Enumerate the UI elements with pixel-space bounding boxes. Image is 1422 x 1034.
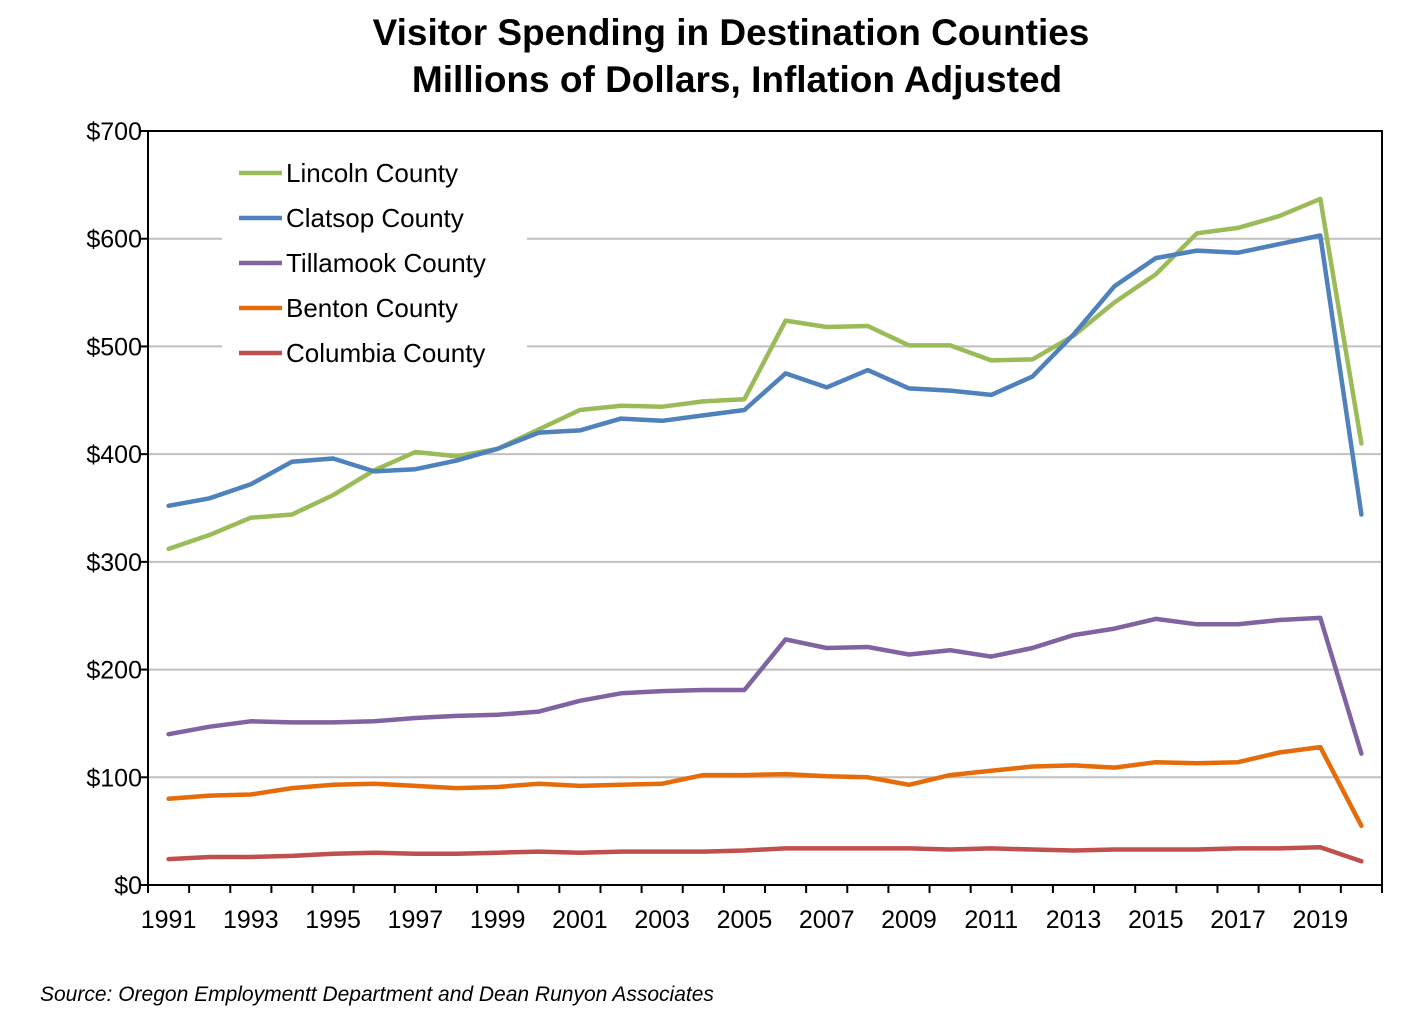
legend-label: Columbia County xyxy=(286,338,485,368)
y-tick-label: $0 xyxy=(114,872,142,900)
y-tick-label: $300 xyxy=(86,549,142,577)
series-line-lincoln-county xyxy=(166,196,1364,552)
x-tick-label: 2003 xyxy=(634,906,690,934)
legend: Lincoln County Clatsop County Tillamook Co… xyxy=(239,158,486,368)
legend-label: Benton County xyxy=(286,293,458,323)
series-line-columbia-county xyxy=(166,845,1364,864)
x-tick-label: 1991 xyxy=(141,906,197,934)
y-tick-label: $600 xyxy=(86,226,142,254)
series-lines xyxy=(166,196,1364,864)
x-tick-label: 2015 xyxy=(1128,906,1184,934)
series-line-benton-county xyxy=(166,744,1364,829)
y-tick-label: $500 xyxy=(86,333,142,361)
legend-label: Clatsop County xyxy=(286,203,464,233)
x-tick-label: 2011 xyxy=(964,906,1018,934)
y-tick-label: $100 xyxy=(86,764,142,792)
x-tick-label: 2017 xyxy=(1210,906,1266,934)
x-tick-label: 2013 xyxy=(1046,906,1102,934)
x-tick-label: 2019 xyxy=(1292,906,1348,934)
series-line-clatsop-county xyxy=(166,233,1364,517)
source-note: Source: Oregon Employmentt Department an… xyxy=(40,983,714,1006)
x-tick-label: 1997 xyxy=(388,906,444,934)
axes: $0 $100 $200 $300 $400 $500 $600 $700 1991 1993 19… xyxy=(86,118,1383,934)
x-tick-label: 2009 xyxy=(881,906,937,934)
chart-subtitle: Millions of Dollars, Inflation Adjusted xyxy=(412,59,1062,100)
y-tick-label: $200 xyxy=(86,657,142,685)
legend-label: Lincoln County xyxy=(286,158,458,188)
x-tick-label: 2007 xyxy=(799,906,855,934)
y-tick-label: $700 xyxy=(86,118,142,146)
legend-label: Tillamook County xyxy=(286,248,486,278)
chart-title: Visitor Spending in Destination Counties xyxy=(373,12,1090,53)
y-tick-label: $400 xyxy=(86,441,142,469)
x-tick-label: 2005 xyxy=(717,906,773,934)
x-tick-label: 1995 xyxy=(305,906,361,934)
x-tick-label: 1999 xyxy=(470,906,526,934)
x-tick-label: 1993 xyxy=(223,906,279,934)
series-line-tillamook-county xyxy=(166,615,1364,756)
x-tick-label: 2001 xyxy=(552,906,608,934)
